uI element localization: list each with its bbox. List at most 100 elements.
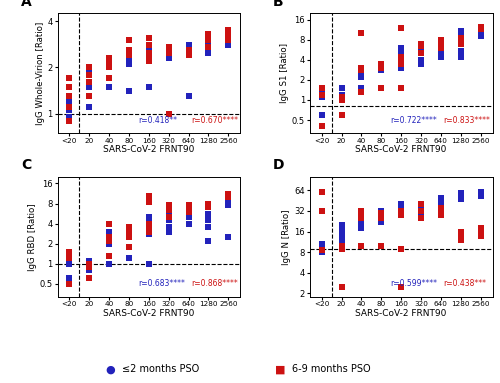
Point (397, 54, 405, 60)
Point (105, 64, 113, 70)
Point (86, 93, 94, 99)
Point (417, 215, 425, 221)
Text: r=0.438***: r=0.438*** (443, 279, 486, 288)
Point (377, 208, 385, 214)
Point (86, 267, 94, 273)
Point (318, 123, 326, 129)
Point (338, 92, 345, 98)
Point (165, 49, 173, 56)
Text: r=0.418**: r=0.418** (138, 116, 177, 124)
Point (224, 194, 232, 200)
Point (145, 83, 153, 90)
Point (318, 92, 326, 98)
Point (86, 79, 94, 85)
Point (417, 47, 425, 54)
Point (125, 229, 133, 235)
Point (105, 234, 113, 240)
Point (456, 232, 464, 239)
Point (377, 61, 385, 67)
Point (145, 199, 153, 205)
Point (397, 210, 405, 216)
Point (66, 98, 74, 105)
Point (338, 229, 345, 235)
Point (377, 63, 385, 69)
Point (437, 39, 445, 45)
Point (476, 33, 484, 39)
Point (456, 196, 464, 202)
Point (184, 214, 192, 220)
Point (397, 208, 405, 214)
Point (397, 85, 405, 91)
Point (204, 238, 212, 244)
Point (358, 242, 366, 249)
Point (437, 195, 445, 201)
Point (105, 55, 113, 61)
Point (184, 206, 192, 213)
Point (125, 52, 133, 58)
Point (397, 210, 405, 216)
Point (456, 37, 464, 43)
Point (358, 208, 366, 214)
Point (338, 97, 345, 103)
Point (66, 281, 74, 287)
Point (377, 65, 385, 71)
Point (105, 83, 113, 90)
Point (204, 42, 212, 48)
Point (377, 212, 385, 218)
Point (318, 208, 326, 214)
Point (437, 54, 445, 60)
Point (204, 224, 212, 231)
Point (338, 237, 345, 243)
Point (417, 41, 425, 47)
Point (476, 192, 484, 198)
Point (377, 85, 385, 91)
Point (66, 107, 74, 113)
Point (204, 31, 212, 37)
Point (476, 193, 484, 200)
Point (66, 258, 74, 264)
Point (165, 47, 173, 53)
Point (125, 231, 133, 237)
X-axis label: SARS-CoV-2 FRNT90: SARS-CoV-2 FRNT90 (103, 145, 194, 154)
Point (66, 118, 74, 124)
Point (397, 205, 405, 211)
Point (338, 222, 345, 228)
Point (456, 47, 464, 54)
Point (66, 275, 74, 282)
Point (437, 41, 445, 47)
Point (145, 49, 153, 56)
Point (318, 247, 326, 254)
Point (204, 200, 212, 206)
Point (417, 201, 425, 207)
X-axis label: SARS-CoV-2 FRNT90: SARS-CoV-2 FRNT90 (103, 309, 194, 318)
Point (476, 30, 484, 36)
Point (184, 209, 192, 215)
Point (456, 54, 464, 60)
Point (105, 253, 113, 259)
Point (377, 215, 385, 221)
Point (125, 52, 133, 58)
Point (165, 44, 173, 51)
Text: r=0.722****: r=0.722**** (390, 116, 437, 124)
Point (105, 75, 113, 82)
Point (417, 57, 425, 63)
Point (476, 190, 484, 196)
Point (204, 204, 212, 210)
Point (165, 47, 173, 53)
Point (338, 284, 345, 290)
Point (66, 114, 74, 120)
Point (338, 225, 345, 231)
Point (397, 57, 405, 63)
Point (476, 25, 484, 31)
Point (358, 215, 366, 221)
Point (165, 111, 173, 117)
Point (125, 88, 133, 94)
Point (456, 237, 464, 243)
Y-axis label: IgG S1 [Ratio]: IgG S1 [Ratio] (280, 43, 289, 103)
Point (165, 55, 173, 61)
Point (86, 93, 94, 99)
Point (165, 49, 173, 56)
Point (86, 64, 94, 70)
Point (437, 47, 445, 54)
Point (145, 221, 153, 227)
